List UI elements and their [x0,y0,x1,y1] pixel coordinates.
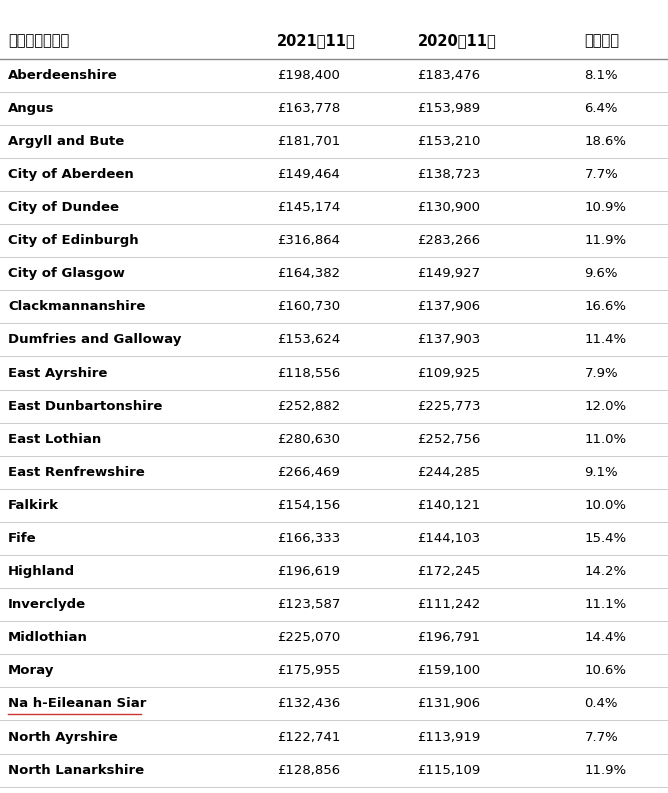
Text: City of Dundee: City of Dundee [8,201,119,214]
Text: 11.1%: 11.1% [584,598,627,611]
Text: £175,955: £175,955 [277,665,341,677]
Text: £160,730: £160,730 [277,301,340,313]
Text: Clackmannanshire: Clackmannanshire [8,301,146,313]
Text: £111,242: £111,242 [418,598,481,611]
Text: East Lothian: East Lothian [8,433,102,446]
Text: 9.6%: 9.6% [584,267,618,280]
Text: 14.2%: 14.2% [584,565,627,578]
Text: 房价变化: 房价变化 [584,33,619,48]
Text: £122,741: £122,741 [277,730,341,744]
Text: £163,778: £163,778 [277,102,341,115]
Text: 10.0%: 10.0% [584,499,627,512]
Text: £115,109: £115,109 [418,764,481,776]
Text: £172,245: £172,245 [418,565,481,578]
Text: Moray: Moray [8,665,54,677]
Text: 7.7%: 7.7% [584,168,619,181]
Text: £183,476: £183,476 [418,69,480,82]
Text: Inverclyde: Inverclyde [8,598,86,611]
Text: 11.9%: 11.9% [584,234,627,247]
Text: £153,624: £153,624 [277,333,341,347]
Text: £154,156: £154,156 [277,499,341,512]
Text: £131,906: £131,906 [418,697,480,711]
Text: 15.4%: 15.4% [584,532,627,545]
Text: 11.9%: 11.9% [584,764,627,776]
Text: 10.9%: 10.9% [584,201,627,214]
Text: £109,925: £109,925 [418,366,480,380]
Text: East Ayrshire: East Ayrshire [8,366,108,380]
Text: 11.0%: 11.0% [584,433,627,446]
Text: £164,382: £164,382 [277,267,340,280]
Text: 10.6%: 10.6% [584,665,627,677]
Text: Angus: Angus [8,102,55,115]
Text: £149,927: £149,927 [418,267,480,280]
Text: £118,556: £118,556 [277,366,341,380]
Text: Na h-Eileanan Siar: Na h-Eileanan Siar [8,697,146,711]
Text: £159,100: £159,100 [418,665,480,677]
Text: £181,701: £181,701 [277,135,341,148]
Text: £149,464: £149,464 [277,168,340,181]
Text: City of Edinburgh: City of Edinburgh [8,234,139,247]
Text: Falkirk: Falkirk [8,499,59,512]
Text: £316,864: £316,864 [277,234,340,247]
Text: £130,900: £130,900 [418,201,480,214]
Text: 0.4%: 0.4% [584,697,618,711]
Text: 苏格兰行政区域: 苏格兰行政区域 [8,33,69,48]
Text: £153,210: £153,210 [418,135,481,148]
Text: 8.1%: 8.1% [584,69,618,82]
Text: £283,266: £283,266 [418,234,480,247]
Text: 18.6%: 18.6% [584,135,627,148]
Text: £137,906: £137,906 [418,301,480,313]
Text: £132,436: £132,436 [277,697,341,711]
Text: £153,989: £153,989 [418,102,480,115]
Text: £225,773: £225,773 [418,400,481,412]
Text: £140,121: £140,121 [418,499,481,512]
Text: Highland: Highland [8,565,75,578]
Text: 12.0%: 12.0% [584,400,627,412]
Text: East Renfrewshire: East Renfrewshire [8,465,145,479]
Text: Argyll and Bute: Argyll and Bute [8,135,124,148]
Text: £144,103: £144,103 [418,532,480,545]
Text: £198,400: £198,400 [277,69,340,82]
Text: 7.7%: 7.7% [584,730,619,744]
Text: 6.4%: 6.4% [584,102,618,115]
Text: North Lanarkshire: North Lanarkshire [8,764,144,776]
Text: £138,723: £138,723 [418,168,481,181]
Text: £244,285: £244,285 [418,465,480,479]
Text: City of Glasgow: City of Glasgow [8,267,125,280]
Text: 2021年11月: 2021年11月 [277,33,356,48]
Text: 11.4%: 11.4% [584,333,627,347]
Text: Dumfries and Galloway: Dumfries and Galloway [8,333,182,347]
Text: 16.6%: 16.6% [584,301,627,313]
Text: £225,070: £225,070 [277,631,341,644]
Text: 2020年11月: 2020年11月 [418,33,496,48]
Text: East Dunbartonshire: East Dunbartonshire [8,400,162,412]
Text: £113,919: £113,919 [418,730,481,744]
Text: 7.9%: 7.9% [584,366,618,380]
Text: North Ayrshire: North Ayrshire [8,730,118,744]
Text: Aberdeenshire: Aberdeenshire [8,69,118,82]
Text: Midlothian: Midlothian [8,631,88,644]
Text: £123,587: £123,587 [277,598,341,611]
Text: £145,174: £145,174 [277,201,341,214]
Text: £137,903: £137,903 [418,333,481,347]
Text: £196,619: £196,619 [277,565,340,578]
Text: £280,630: £280,630 [277,433,340,446]
Text: 9.1%: 9.1% [584,465,618,479]
Text: Fife: Fife [8,532,37,545]
Text: £266,469: £266,469 [277,465,340,479]
Text: £252,882: £252,882 [277,400,341,412]
Text: City of Aberdeen: City of Aberdeen [8,168,134,181]
Text: £166,333: £166,333 [277,532,341,545]
Text: £252,756: £252,756 [418,433,481,446]
Text: 14.4%: 14.4% [584,631,627,644]
Text: £196,791: £196,791 [418,631,480,644]
Text: £128,856: £128,856 [277,764,340,776]
